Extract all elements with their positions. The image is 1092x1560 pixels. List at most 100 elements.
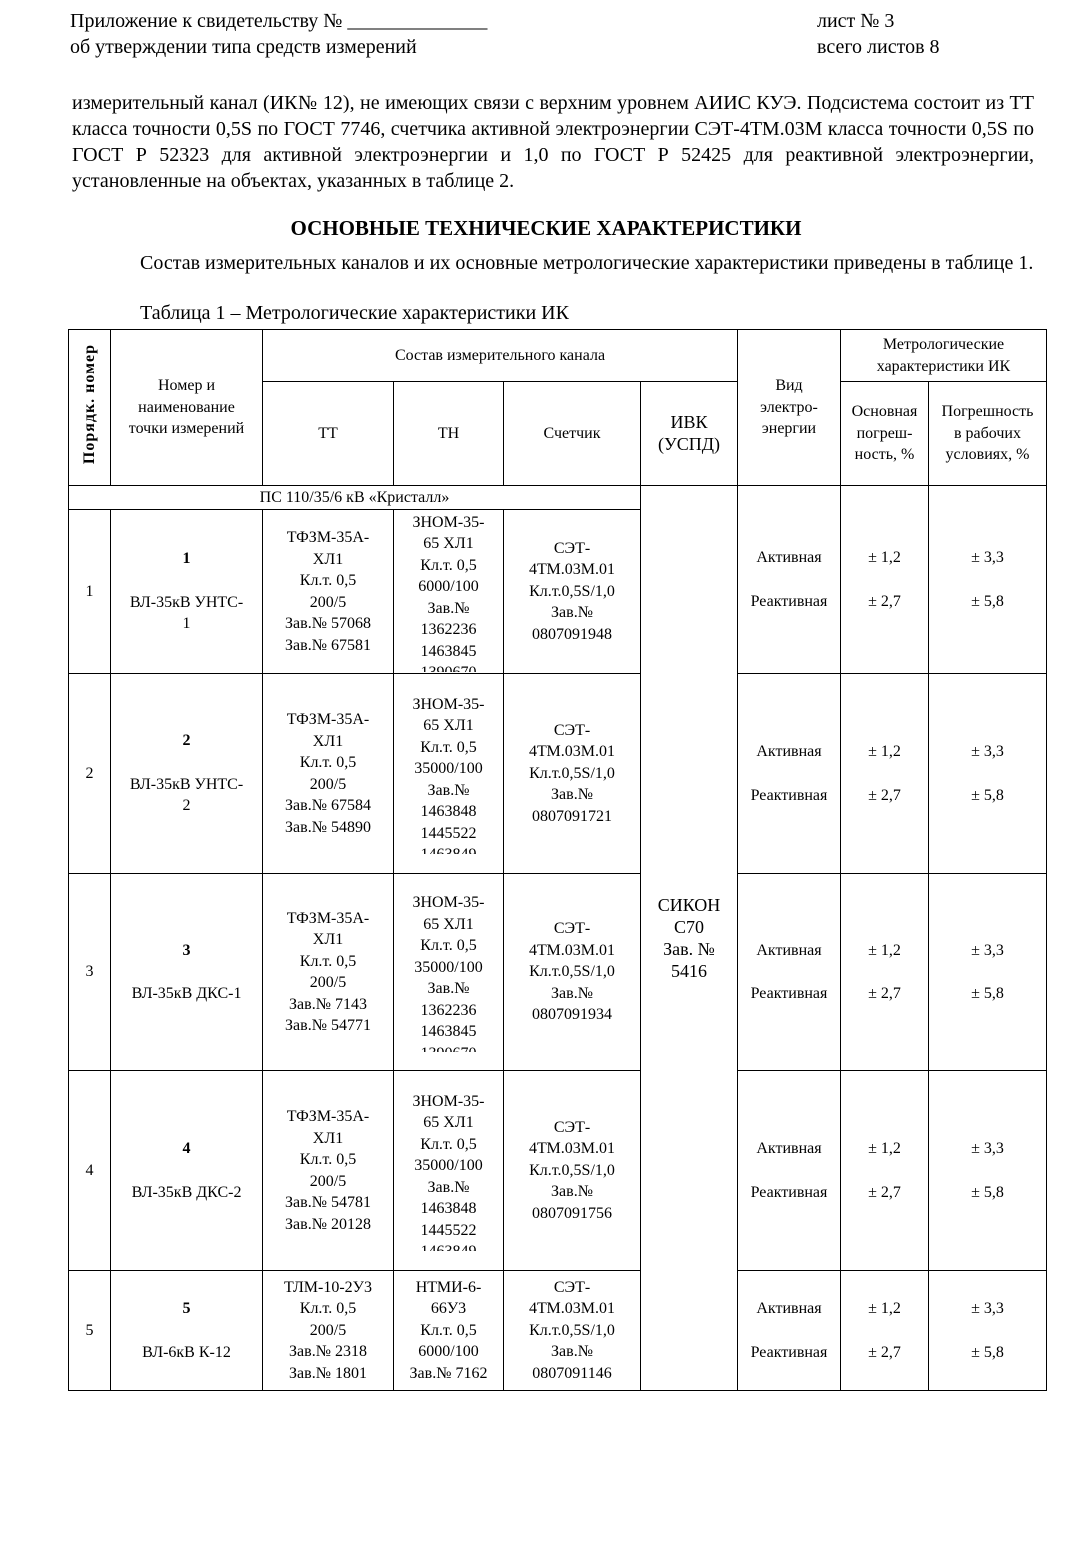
metrology-table: Порядк. номер Номер и наименование точки и… — [68, 329, 1047, 1391]
body-paragraph: Состав измерительных каналов и их основн… — [140, 252, 1034, 274]
cell-line: СЭТ- — [553, 920, 591, 938]
cell-line: 0807091756 — [532, 1204, 612, 1222]
energy-type: Активная Реактивная — [737, 1270, 841, 1391]
basic-0: ± 1,2 — [868, 941, 901, 959]
working-1: ± 5,8 — [971, 985, 1004, 1002]
cell-line: Кл.т. 0,5 — [420, 738, 477, 756]
voltage-transformer: ЗНОМ-35- 65 ХЛ1 Кл.т. 0,5 35000/100 Зав.№ 136… — [393, 873, 504, 1071]
sheet-number: лист № 3 — [817, 10, 895, 32]
cell-line: 5416 — [671, 961, 707, 981]
cell-line: в рабочих — [954, 424, 1021, 442]
cell-line: Зав.№ — [427, 599, 470, 617]
cell-line: электро- — [760, 398, 818, 416]
measurement-point: 2 ВЛ-35кВ УНТС- 2 — [110, 673, 263, 874]
header-tt: ТТ — [262, 381, 394, 486]
header-point: Номер и наименование точки измерений — [110, 329, 263, 486]
voltage-transformer: ЗНОМ-35- 65 ХЛ1 Кл.т. 0,5 35000/100 Зав.№ 146… — [393, 1070, 504, 1271]
basic-1: ± 2,7 — [868, 592, 901, 610]
cell-line: 1463845 — [420, 642, 477, 660]
energy-1: Реактивная — [750, 592, 828, 610]
working-0: ± 3,3 — [971, 941, 1004, 959]
energy-1: Реактивная — [750, 1343, 828, 1361]
meter: СЭТ- 4ТМ.03М.01 Кл.т.0,5S/1,0 Зав.№ 08070917… — [503, 1070, 641, 1271]
cell-line: Зав.№ — [427, 980, 470, 997]
header-order-text: Порядк. номер — [80, 344, 98, 465]
cell-line: Вид — [775, 377, 803, 395]
order-number: 4 — [68, 1070, 111, 1271]
cell-line: Метрологические — [882, 336, 1005, 353]
working-1: ± 5,8 — [971, 1343, 1004, 1361]
cell-line: ТФЗМ-35А- — [286, 711, 370, 728]
voltage-transformer: НТМИ-6- 66У3 Кл.т. 0,5 6000/100 Зав.№ 7162 — [393, 1270, 504, 1391]
meter: СЭТ- 4ТМ.03М.01 Кл.т.0,5S/1,0 Зав.№ 08070919… — [503, 873, 641, 1071]
cell-line: 1463845 — [420, 1023, 477, 1040]
working-1: ± 5,8 — [971, 786, 1004, 804]
header-right: лист № 3 всего листов 8 — [817, 8, 940, 60]
cell-line: ХЛ1 — [312, 550, 344, 568]
working-1: ± 5,8 — [971, 592, 1004, 610]
basic-0: ± 1,2 — [868, 743, 901, 760]
table-row: 2 2 ВЛ-35кВ УНТС- 2 ТФЗМ-35А- ХЛ1 Кл.т. 0,5 200… — [68, 673, 1047, 874]
cell-line: 4ТМ.03М.01 — [528, 561, 615, 579]
cell-line: 35000/100 — [414, 760, 483, 777]
energy-0: Активная — [756, 1140, 822, 1157]
energy-type: Активная Реактивная — [737, 673, 841, 874]
cell-line: 65 ХЛ1 — [423, 535, 474, 552]
cell-line: Кл.т. 0,5 — [420, 937, 477, 954]
basic-1: ± 2,7 — [868, 1183, 901, 1201]
table-row: 1 1 ВЛ-35кВ УНТС- 1 ТФЗМ-35А- ХЛ1 Кл.т. 0,5 200… — [68, 509, 1047, 674]
header-left: Приложение к свидетельству № ___________… — [70, 8, 487, 60]
cell-line: Зав.№ — [551, 604, 593, 622]
working-error-1: ± 3,3 ± 5,8 — [928, 485, 1047, 674]
order-number: 1 — [68, 509, 111, 674]
cell-line: 0807091721 — [532, 807, 612, 825]
header-energy-type: Вид электро-энергии — [737, 329, 841, 486]
cell-line: ТФЗМ-35А- — [286, 909, 370, 927]
working-error: ± 3,3 ± 5,8 — [928, 1270, 1047, 1391]
cell-line: 1445522 — [420, 824, 477, 842]
cell-line: Зав.№ 67581 — [285, 636, 371, 654]
cell-line: 2 — [182, 797, 191, 815]
cell-line: Кл.т.0,5S/1,0 — [529, 1321, 615, 1339]
cell-line: Зав.№ 1801 — [289, 1364, 367, 1382]
cell-line: 6000/100 — [418, 578, 479, 595]
working-error: ± 3,3 ± 5,8 — [928, 1070, 1047, 1271]
cell-line: Зав. № — [663, 939, 715, 959]
order-number: 2 — [68, 673, 111, 874]
header-metrology: Метрологические характеристики ИК — [840, 329, 1047, 382]
cell-line: Кл.т. 0,5 — [420, 1135, 477, 1153]
cell-line: характеристики ИК — [876, 357, 1011, 375]
cell-line: Кл.т. 0,5 — [299, 754, 357, 771]
approval-line: об утверждении типа средств измерений — [70, 36, 417, 58]
cell-line: Зав.№ — [427, 781, 470, 799]
basic-error: ± 1,2 ± 2,7 — [840, 873, 929, 1071]
current-transformer: ТФЗМ-35А- ХЛ1 Кл.т. 0,5 200/5 Зав.№ 57068 Зав… — [262, 509, 394, 674]
current-transformer: ТФЗМ-35А- ХЛ1 Кл.т. 0,5 200/5 Зав.№ 7143 Зав.… — [262, 873, 394, 1071]
cell-line: НТМИ-6- — [415, 1278, 482, 1296]
cell-line: 1445522 — [420, 1221, 477, 1239]
cell-line: 200/5 — [309, 775, 347, 793]
header-tn: ТН — [393, 381, 504, 486]
cell-line: 200/5 — [309, 974, 347, 991]
total-sheets: всего листов 8 — [817, 36, 940, 58]
table-row: 3 3 ВЛ-35кВ ДКС-1 ТФЗМ-35А- ХЛ1 Кл.т. 0,5 200/… — [68, 873, 1047, 1071]
cell-line: Кл.т. 0,5 — [299, 572, 357, 589]
cell-line: СЭТ- — [553, 721, 591, 739]
substation-name: ПС 110/35/6 кВ «Кристалл» — [68, 485, 641, 510]
cell-line: Основная — [851, 403, 918, 421]
cell-line: ТФЗМ-35А- — [286, 1108, 370, 1125]
certificate-annex-line: Приложение к свидетельству № ___________… — [70, 10, 488, 32]
basic-error: ± 1,2 ± 2,7 — [840, 1270, 929, 1391]
current-transformer: ТФЗМ-35А- ХЛ1 Кл.т. 0,5 200/5 Зав.№ 67584 Зав… — [262, 673, 394, 874]
cell-line: 4ТМ.03М.01 — [528, 1300, 615, 1318]
cell-line: Зав.№ 7143 — [289, 995, 367, 1013]
cell-line: погреш- — [856, 424, 913, 442]
cell-line: 65 ХЛ1 — [423, 915, 474, 933]
cell-line: 1362236 — [420, 621, 477, 638]
cell-line: 1 — [182, 615, 191, 633]
cell-line: Кл.т. 0,5 — [420, 1321, 477, 1339]
energy-1: Реактивная — [750, 786, 828, 804]
cell-line: Зав.№ 2318 — [289, 1343, 367, 1361]
cell-line: С70 — [673, 917, 704, 937]
cell-line: ЗНОМ-35- — [412, 1092, 485, 1110]
